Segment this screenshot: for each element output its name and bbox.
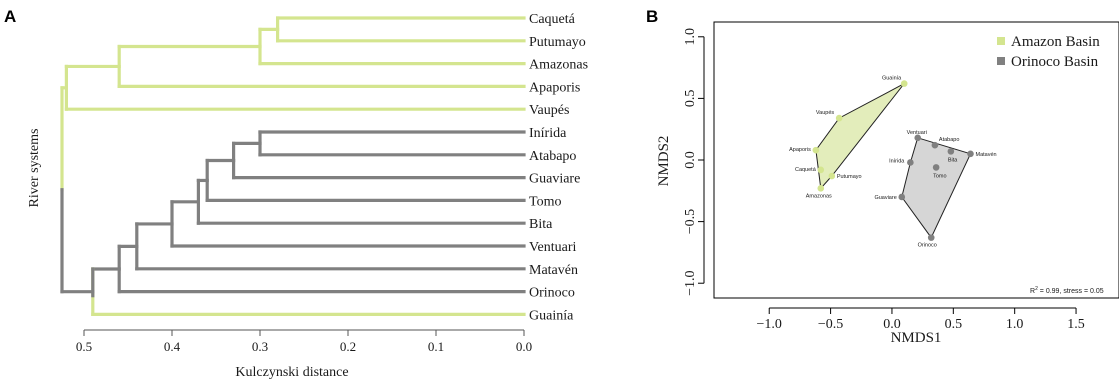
leaf-label: Tomo [529, 194, 561, 209]
nmds-axes: −1.0 −0.5 0.0 0.5 1.0 1.5 1.0 0.5 0.0 −0.5 −1.0 [683, 28, 1085, 332]
amazon-legend-swatch [997, 37, 1005, 45]
site-points: Guainía Vaupés Apaporis Caquetá Putumayo Amaz… [789, 76, 996, 249]
leaf-label: Guainía [529, 308, 574, 323]
data-point [812, 146, 820, 154]
point-label: Orinoco [918, 243, 937, 249]
dendrogram-branches [60, 16, 526, 316]
y-tick-label: −1.0 [683, 270, 698, 295]
leaf-label: Vaupés [529, 103, 569, 118]
leaf-label: Matavén [529, 263, 578, 278]
data-point [828, 172, 836, 180]
x-tick-label: −1.0 [757, 317, 782, 332]
leaf-label: Bita [529, 217, 553, 232]
data-point [927, 234, 935, 241]
nmds-panel: B Guainía Vaupés Apaporis Caquetá Putumayo Am… [646, 7, 1119, 346]
fit-annotation: R2 = 0.99, stress = 0.05 [1030, 286, 1104, 295]
nmds-x-axis-label: NMDS1 [891, 330, 942, 346]
point-label: Vaupés [816, 110, 834, 116]
data-point [817, 166, 825, 174]
leaf-label: Putumayo [529, 35, 586, 50]
point-label: Ventuari [907, 130, 927, 136]
point-label: Inírida [889, 158, 905, 164]
leaf-label: Guaviare [529, 172, 580, 187]
orinoco-legend-swatch [997, 57, 1005, 65]
data-point [914, 134, 922, 142]
leaf-label: Orinoco [529, 286, 575, 301]
data-point [898, 193, 906, 201]
point-label: Bita [948, 157, 958, 163]
y-tick-label: −0.5 [683, 209, 698, 234]
tick-label: 0.3 [252, 339, 268, 354]
data-point [967, 150, 974, 158]
legend: Amazon Basin Orinoco Basin [997, 34, 1100, 70]
leaf-label: Caquetá [529, 12, 576, 27]
point-label: Guaviare [874, 195, 896, 201]
tick-label: 0.4 [164, 339, 181, 354]
distance-axis: 0.5 0.4 0.3 0.2 0.1 0.0 [76, 329, 532, 354]
data-point [907, 159, 914, 166]
point-label: Tomo [933, 173, 946, 179]
x-tick-label: 1.5 [1067, 317, 1085, 332]
x-axis-label: Kulczynski distance [235, 365, 348, 380]
point-label: Guainía [882, 76, 902, 82]
leaf-label: Atabapo [529, 149, 576, 164]
tick-label: 0.2 [340, 339, 356, 354]
panel-letter-a: A [4, 7, 16, 26]
legend-label: Orinoco Basin [1011, 54, 1099, 70]
leaf-label: Apaporis [529, 80, 580, 95]
data-point [947, 148, 955, 155]
x-tick-label: 1.0 [1006, 317, 1024, 332]
data-point [931, 141, 939, 149]
leaf-label: Amazonas [529, 58, 588, 73]
y-axis-label: River systems [27, 129, 42, 208]
tick-label: 0.5 [76, 339, 92, 354]
point-label: Apaporis [789, 147, 811, 153]
leaf-label: Inírida [529, 126, 567, 141]
point-label: Atabapo [939, 137, 960, 143]
x-tick-label: 0.0 [883, 317, 901, 332]
amazon-hull [815, 83, 905, 190]
panel-letter-b: B [646, 7, 658, 26]
nmds-y-axis-label: NMDS2 [656, 136, 672, 187]
point-label: Caquetá [795, 167, 817, 173]
data-point [817, 185, 825, 192]
x-tick-label: −0.5 [818, 317, 843, 332]
leaf-label: Ventuari [529, 240, 577, 255]
data-point [835, 114, 843, 122]
tick-label: 0.0 [516, 339, 532, 354]
data-point [932, 164, 940, 171]
point-label: Putumayo [837, 174, 862, 180]
plot-frame [713, 21, 1119, 299]
data-point [900, 80, 908, 87]
legend-label: Amazon Basin [1011, 34, 1100, 50]
leaf-labels: Caquetá Putumayo Amazonas Apaporis Vaupés Iní… [529, 12, 588, 323]
y-tick-label: 0.5 [683, 90, 698, 108]
point-label: Amazonas [806, 193, 832, 199]
x-tick-label: 0.5 [945, 317, 963, 332]
tick-label: 0.1 [428, 339, 444, 354]
dendrogram-panel: A Caquetá Putumayo Amazonas Apaporis Vaupés I… [4, 7, 588, 380]
orinoco-hull [901, 137, 972, 239]
y-tick-label: 0.0 [683, 151, 698, 169]
y-tick-label: 1.0 [683, 28, 698, 46]
point-label: Matavén [976, 152, 997, 158]
